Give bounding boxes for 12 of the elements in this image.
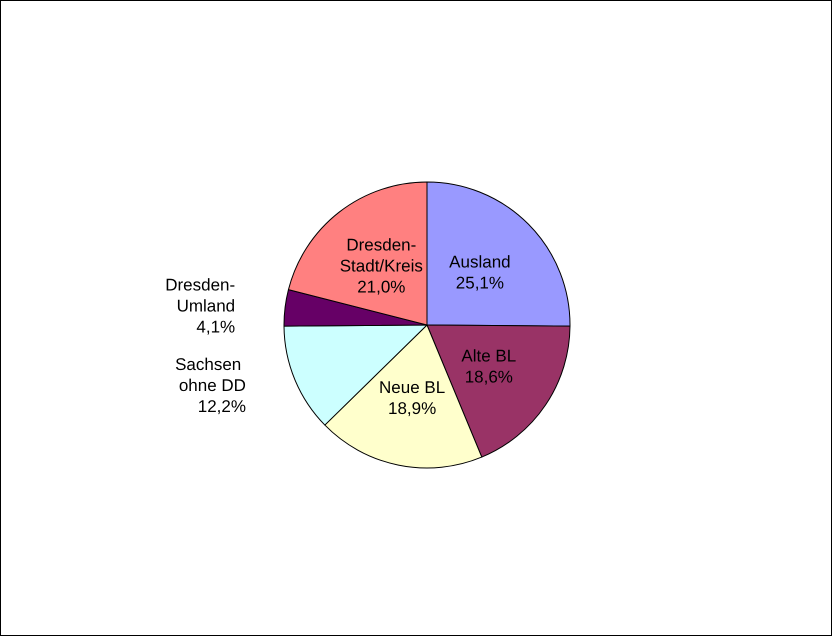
data-label: 25,1% xyxy=(456,274,504,293)
slice-label: Neue BL xyxy=(379,378,446,397)
data-label: 18,9% xyxy=(388,398,436,418)
slice-label: Sachsen ohne DD xyxy=(175,354,246,395)
slice-label: Ausland xyxy=(449,252,511,272)
slice-label: Alte BL xyxy=(461,346,516,366)
slice-label: Dresden-Umland xyxy=(165,275,236,316)
data-label: 21,0% xyxy=(357,278,406,297)
data-label: 18,6% xyxy=(464,368,513,387)
data-label: 12,2% xyxy=(198,396,246,416)
data-label: 4,1% xyxy=(196,317,236,336)
slice-label: Dresden-Stadt/Kreis xyxy=(340,236,423,276)
